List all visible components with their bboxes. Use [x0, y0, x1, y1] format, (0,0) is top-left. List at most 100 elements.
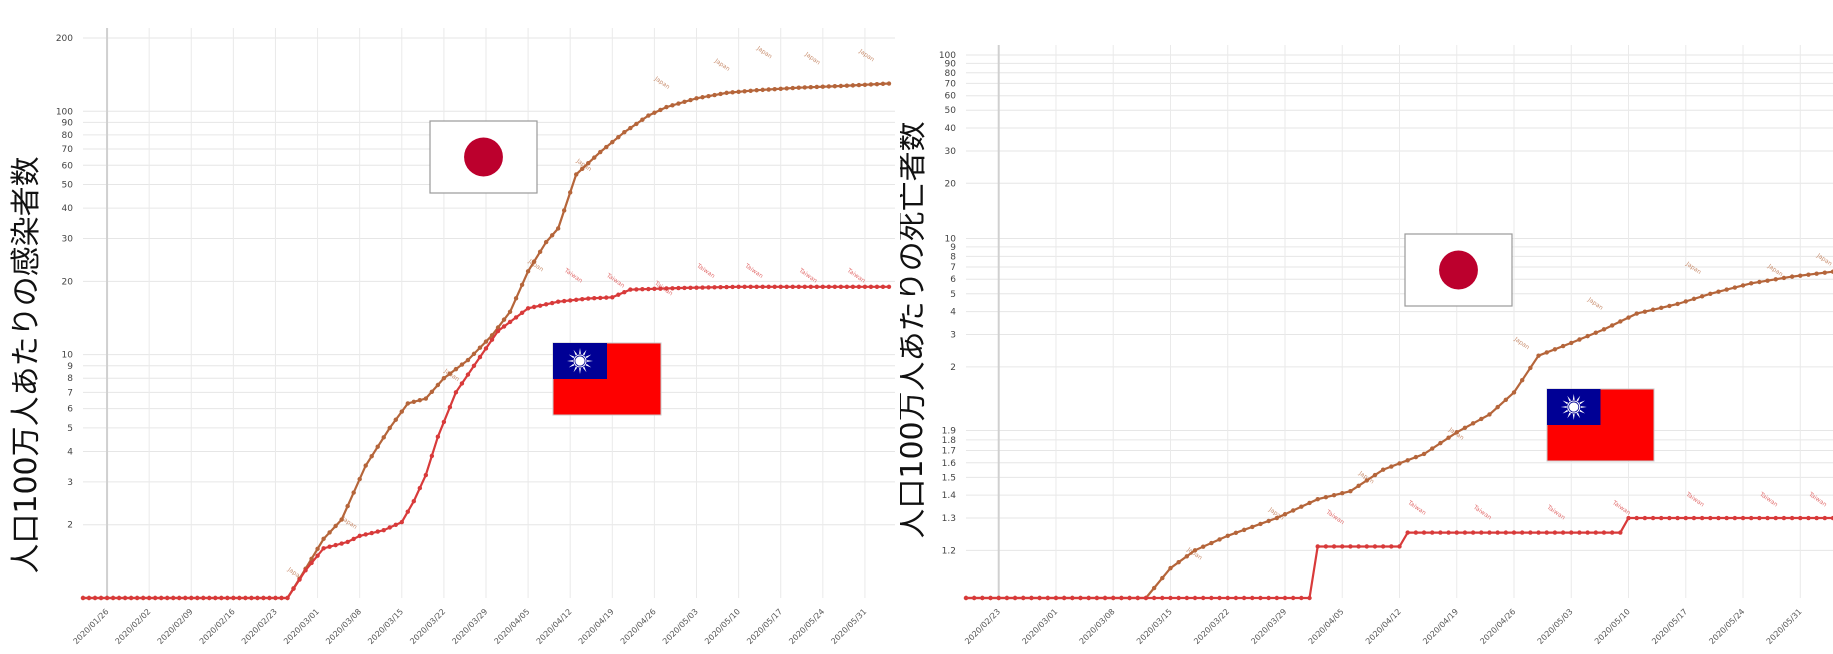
- data-point: [634, 121, 639, 127]
- data-point: [1380, 467, 1386, 472]
- data-point: [1168, 565, 1173, 571]
- data-point: [838, 83, 844, 89]
- data-point: [1078, 595, 1083, 601]
- data-point: [1102, 595, 1108, 601]
- data-point: [1282, 512, 1288, 517]
- data-point: [850, 284, 856, 289]
- data-point: [1479, 530, 1484, 535]
- y-tick-label: 10: [62, 351, 74, 361]
- point-annotation: Taiwan: [1406, 499, 1428, 517]
- data-point: [363, 463, 368, 468]
- data-point: [1519, 530, 1525, 535]
- data-point: [1569, 530, 1574, 535]
- data-point: [586, 161, 591, 166]
- y-tick-label: 90: [945, 59, 957, 69]
- data-point: [1749, 281, 1754, 286]
- data-point: [676, 285, 681, 291]
- y-tick-label: 3: [67, 478, 73, 488]
- data-point: [1552, 347, 1558, 352]
- data-point: [1699, 294, 1705, 299]
- japan-flag-icon: [1404, 233, 1513, 307]
- data-point: [634, 287, 639, 292]
- y-tick-label: 10: [945, 235, 957, 245]
- data-point: [1258, 521, 1263, 527]
- data-point: [525, 269, 531, 274]
- data-point: [1806, 272, 1811, 277]
- data-point: [207, 595, 212, 601]
- data-point: [1618, 319, 1623, 324]
- data-point: [1119, 595, 1124, 601]
- data-point: [183, 595, 188, 601]
- data-point: [549, 300, 555, 306]
- data-point: [465, 372, 471, 377]
- data-point: [1675, 515, 1680, 521]
- data-point: [1315, 544, 1320, 549]
- data-point: [267, 595, 272, 601]
- x-tick-label: 2020/03/29: [450, 607, 489, 646]
- data-point: [1814, 271, 1819, 276]
- data-point: [477, 345, 483, 350]
- data-point: [802, 85, 807, 90]
- data-point: [1601, 327, 1607, 332]
- data-point: [1552, 530, 1558, 535]
- data-point: [423, 472, 429, 478]
- data-point: [1577, 530, 1582, 535]
- data-point: [832, 284, 838, 289]
- data-point: [417, 485, 423, 491]
- y-tick-label: 1.5: [942, 473, 956, 483]
- data-point: [1438, 530, 1443, 535]
- data-point: [622, 289, 627, 295]
- data-point: [86, 595, 92, 601]
- data-point: [561, 298, 567, 304]
- data-point: [92, 595, 98, 601]
- data-point: [171, 595, 176, 601]
- data-point: [249, 595, 254, 601]
- y-tick-label: 8: [67, 374, 73, 384]
- x-tick-label: 2020/02/09: [156, 607, 195, 646]
- data-point: [1233, 530, 1239, 536]
- data-point: [1609, 530, 1615, 535]
- data-point: [405, 401, 410, 406]
- data-point: [1200, 595, 1206, 601]
- data-point: [664, 286, 669, 291]
- y-tick-label: 80: [62, 131, 74, 141]
- x-tick-label: 2020/02/23: [240, 607, 279, 646]
- data-point: [189, 595, 194, 601]
- data-point: [760, 87, 765, 93]
- y-tick-label: 1.4: [942, 491, 957, 501]
- data-point: [1667, 515, 1672, 521]
- data-point: [1626, 515, 1631, 521]
- data-point: [1340, 544, 1345, 549]
- data-point: [1454, 530, 1459, 535]
- y-tick-label: 90: [62, 118, 74, 128]
- chart-panel-infections: 2 3 4 5 6 7 8 9 10 20 30 40 50 60 70 80 90 100 200 2020/01/…: [0, 0, 900, 654]
- data-point: [333, 542, 338, 548]
- data-point: [1544, 350, 1549, 355]
- data-point: [1250, 524, 1255, 530]
- point-annotation: Japan: [755, 44, 774, 60]
- data-point: [1233, 595, 1239, 601]
- data-point: [1364, 544, 1369, 549]
- data-point: [778, 284, 783, 289]
- data-point: [1356, 544, 1361, 549]
- data-point: [291, 586, 296, 591]
- data-point: [1086, 595, 1091, 601]
- data-point: [525, 306, 531, 311]
- y-axis-title: 人口100万人あたりの死亡者数: [900, 121, 930, 538]
- data-point: [1830, 515, 1833, 521]
- data-point: [1675, 301, 1680, 307]
- data-point: [393, 417, 398, 422]
- data-point: [1282, 595, 1288, 601]
- x-tick-label: 2020/05/31: [1765, 607, 1804, 646]
- y-tick-label: 100: [56, 107, 73, 117]
- data-point: [201, 595, 206, 601]
- data-point: [820, 84, 826, 89]
- data-point: [1421, 530, 1427, 535]
- data-point: [363, 532, 368, 537]
- data-point: [820, 284, 826, 289]
- data-point: [339, 517, 344, 522]
- data-point: [531, 304, 537, 310]
- data-point: [381, 435, 386, 440]
- data-point: [1634, 311, 1639, 316]
